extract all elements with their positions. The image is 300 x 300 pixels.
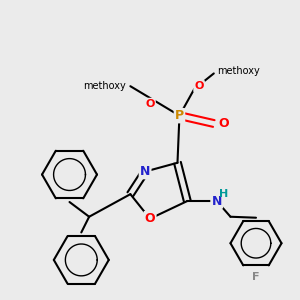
Text: O: O [218,117,229,130]
Text: methoxy: methoxy [83,81,125,91]
Text: P: P [175,109,184,122]
Text: F: F [252,272,260,282]
Text: H: H [219,189,228,199]
Text: O: O [194,81,204,91]
Text: N: N [212,194,222,208]
Text: O: O [145,212,155,225]
Text: methoxy: methoxy [217,67,260,76]
Text: N: N [140,165,150,178]
Text: O: O [145,99,155,109]
